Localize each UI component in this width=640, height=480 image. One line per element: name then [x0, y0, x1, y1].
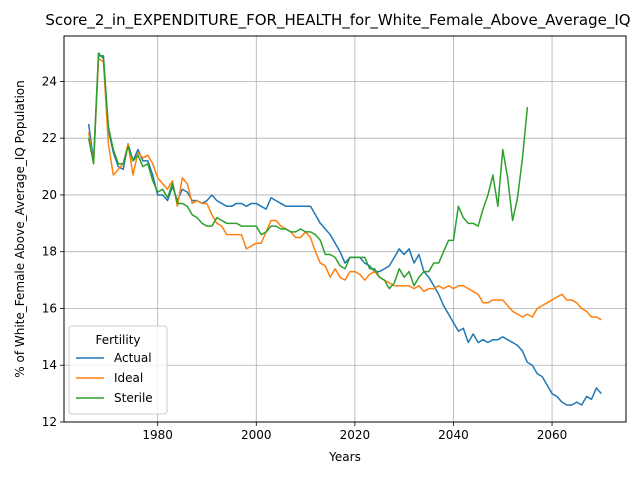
chart-title: Score_2_in_EXPENDITURE_FOR_HEALTH_for_Wh… [45, 11, 630, 30]
plot-lines [87, 52, 602, 406]
x-tick-label: 2000 [241, 428, 272, 442]
y-tick-label: 22 [42, 131, 57, 145]
y-tick-label: 18 [42, 245, 57, 259]
legend-label-sterile: Sterile [114, 391, 153, 405]
x-axis-label: Years [328, 450, 361, 464]
series-line-sterile [87, 52, 529, 290]
y-tick-label: 16 [42, 301, 57, 315]
x-tick-label: 2020 [340, 428, 371, 442]
grid [64, 36, 626, 423]
y-axis-label: % of White_Female Above_Average_IQ Popul… [13, 80, 27, 377]
x-tick-label: 2040 [438, 428, 469, 442]
y-tick-label: 24 [42, 74, 57, 88]
legend-label-ideal: Ideal [114, 371, 143, 385]
legend-items: Actual Ideal Sterile [76, 351, 153, 405]
legend-label-actual: Actual [114, 351, 152, 365]
y-axis: 12 14 16 18 20 22 24 [42, 74, 64, 429]
x-tick-label: 1980 [142, 428, 173, 442]
x-axis: 1980 2000 2020 2040 2060 [142, 422, 567, 442]
y-tick-label: 20 [42, 188, 57, 202]
legend-title: Fertility [95, 333, 140, 347]
x-tick-label: 2060 [537, 428, 568, 442]
legend-box [68, 325, 168, 415]
y-tick-label: 12 [42, 415, 57, 429]
legend: Fertility Actual Ideal Sterile [68, 325, 168, 415]
y-tick-label: 14 [42, 358, 57, 372]
axes-frame [63, 35, 627, 423]
